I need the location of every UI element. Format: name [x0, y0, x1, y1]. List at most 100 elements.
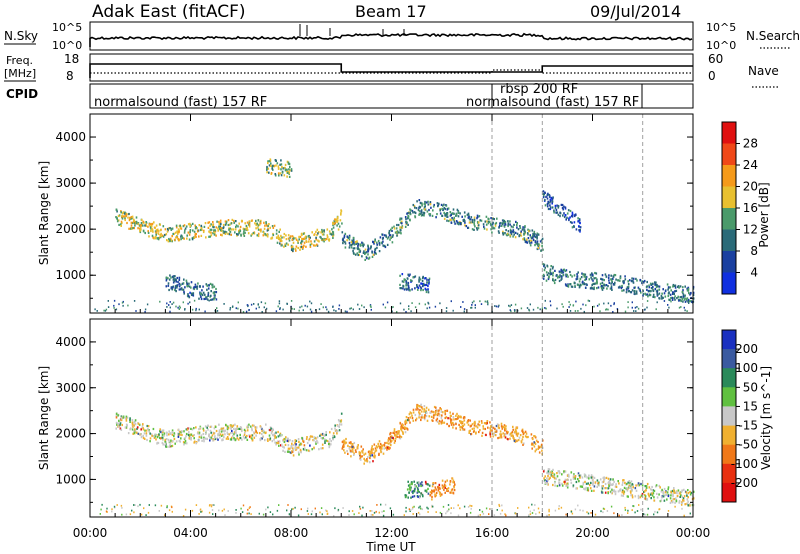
echo-cell	[183, 278, 185, 281]
near-range-cell	[686, 310, 688, 312]
echo-cell	[413, 204, 416, 208]
echo-cell	[441, 419, 443, 422]
near-range-cell	[544, 307, 546, 309]
echo-cell	[372, 240, 374, 243]
echo-cell	[423, 418, 426, 421]
near-range-cell	[325, 306, 327, 309]
echo-cell	[416, 403, 418, 407]
echo-cell	[443, 485, 445, 488]
echo-cell	[161, 429, 163, 432]
near-range-cell	[487, 302, 489, 304]
echo-cell	[549, 195, 551, 198]
echo-cell	[170, 239, 173, 242]
echo-cell	[483, 227, 486, 230]
echo-cell	[274, 174, 277, 177]
echo-cell	[117, 214, 120, 218]
echo-cell	[142, 229, 145, 232]
echo-cell	[384, 245, 387, 249]
echo-cell	[167, 282, 170, 285]
echo-cell	[295, 439, 298, 442]
echo-cell	[431, 489, 433, 492]
echo-cell	[689, 293, 691, 296]
echo-cell	[236, 234, 238, 237]
echo-cell	[142, 224, 144, 227]
echo-cell	[203, 436, 205, 439]
near-range-cell	[382, 303, 384, 306]
echo-cell	[125, 417, 128, 420]
echo-cell	[609, 287, 612, 290]
echo-cell	[647, 295, 649, 298]
echo-cell	[220, 427, 223, 430]
echo-cell	[272, 226, 275, 229]
echo-cell	[654, 283, 656, 286]
near-range-cell	[580, 307, 582, 310]
echo-cell	[515, 431, 518, 434]
echo-cell	[629, 490, 632, 493]
near-range-cell	[218, 509, 220, 512]
near-range-cell	[470, 507, 472, 510]
echo-cell	[422, 495, 424, 498]
echo-cell	[548, 468, 551, 471]
echo-cell	[646, 497, 648, 501]
echo-cell	[189, 291, 191, 294]
echo-cell	[512, 229, 515, 232]
echo-cell	[430, 415, 433, 418]
echo-cell	[623, 281, 625, 284]
near-range-cell	[212, 504, 214, 506]
echo-cell	[673, 297, 675, 300]
echo-cell	[474, 225, 476, 228]
echo-cell	[578, 229, 580, 232]
echo-cell	[424, 489, 427, 492]
near-range-cell	[469, 511, 472, 514]
echo-cell	[222, 223, 225, 227]
y-tick-label: 1000	[55, 268, 86, 282]
echo-cell	[315, 238, 317, 241]
echo-cell	[134, 419, 137, 422]
echo-cell	[255, 227, 257, 230]
echo-cell	[165, 276, 168, 279]
echo-cell	[412, 411, 415, 414]
near-range-cell	[265, 508, 267, 511]
echo-cell	[569, 283, 571, 286]
echo-cell	[546, 483, 549, 486]
near-range-cell	[631, 301, 633, 304]
echo-cell	[517, 228, 520, 231]
echo-cell	[390, 435, 393, 438]
echo-cell	[433, 203, 435, 207]
echo-cell	[166, 230, 169, 233]
echo-cell	[619, 279, 621, 282]
echo-cell	[382, 244, 384, 247]
echo-cell	[605, 275, 608, 278]
echo-cell	[635, 277, 637, 280]
echo-cell	[232, 228, 235, 231]
echo-cell	[380, 241, 383, 244]
echo-cell	[306, 436, 308, 439]
echo-cell	[353, 452, 355, 455]
echo-cell	[457, 415, 459, 418]
echo-cell	[382, 240, 384, 243]
beam-title: Beam 17	[355, 2, 427, 21]
echo-cell	[176, 236, 179, 239]
near-range-cell	[278, 504, 280, 506]
echo-cell	[305, 245, 307, 248]
echo-cell	[170, 228, 173, 231]
echo-cell	[172, 439, 174, 443]
near-range-cell	[182, 301, 184, 304]
near-range-cell	[505, 514, 507, 517]
echo-cell	[235, 224, 238, 227]
echo-cell	[297, 438, 300, 441]
echo-cell	[610, 287, 613, 290]
echo-cell	[575, 480, 578, 484]
echo-cell	[562, 271, 565, 274]
echo-cell	[377, 445, 380, 448]
echo-cell	[183, 231, 186, 234]
near-range-cell	[288, 514, 291, 516]
echo-cell	[241, 219, 243, 222]
echo-cell	[526, 232, 529, 235]
echo-cell	[547, 192, 549, 195]
echo-cell	[200, 297, 203, 301]
near-range-cell	[247, 508, 249, 511]
echo-cell	[471, 228, 474, 231]
echo-cell	[544, 198, 546, 202]
echo-cell	[341, 222, 343, 225]
